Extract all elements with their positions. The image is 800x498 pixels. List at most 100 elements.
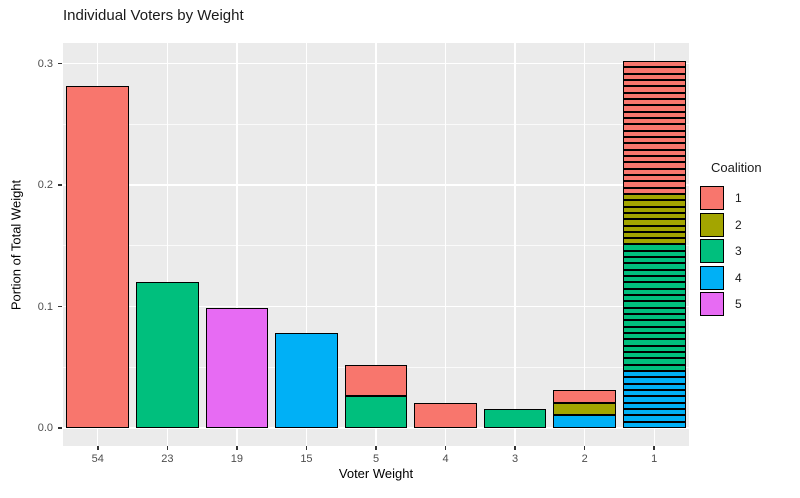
voter-segment-coalition-2 [622, 200, 686, 207]
legend-key-swatch [700, 186, 724, 210]
voter-segment-coalition-1 [622, 79, 686, 87]
bar-15 [275, 333, 338, 428]
y-tick-mark [58, 427, 62, 429]
voter-segment-coalition-4 [622, 371, 686, 378]
legend-entry-label: 5 [735, 297, 742, 311]
voter-segment-coalition-1 [622, 111, 686, 118]
voter-segment-coalition-3 [622, 320, 686, 327]
voter-segment-coalition-3 [622, 282, 686, 289]
chart-title: Individual Voters by Weight [63, 7, 244, 24]
legend-entry-label: 3 [735, 244, 742, 258]
voter-segment-coalition-1 [622, 73, 686, 80]
voter-segment-coalition-1 [622, 187, 686, 194]
x-tick-mark [166, 446, 169, 450]
x-tick-mark [514, 446, 516, 450]
voter-segment-coalition-1 [66, 86, 130, 428]
voter-segment-coalition-3 [622, 263, 686, 270]
x-tick-mark [97, 446, 99, 450]
voter-segment-coalition-3 [622, 339, 686, 346]
voter-segment-coalition-1 [622, 174, 686, 182]
voter-segment-coalition-3 [622, 364, 686, 372]
voter-segment-coalition-1 [622, 98, 686, 106]
voter-segment-coalition-1 [553, 390, 616, 403]
x-tick-label: 5 [372, 453, 380, 465]
legend-key-swatch [700, 265, 724, 290]
voter-segment-coalition-3 [622, 295, 686, 302]
voter-segment-coalition-2 [622, 212, 686, 220]
x-tick-label: 1 [651, 453, 658, 465]
legend-entry-5: 5 [700, 292, 762, 316]
bar-1 [622, 60, 686, 428]
gridline-vertical [305, 43, 308, 446]
voter-segment-coalition-1 [622, 124, 686, 131]
voter-segment-coalition-1 [622, 130, 686, 137]
voter-segment-coalition-4 [275, 333, 338, 428]
voter-segment-coalition-1 [622, 92, 686, 99]
voter-segment-coalition-3 [622, 307, 686, 315]
voter-segment-coalition-1 [622, 143, 686, 150]
x-tick-label: 15 [300, 453, 313, 465]
voter-segment-coalition-2 [622, 206, 686, 213]
voter-segment-coalition-3 [622, 288, 686, 296]
x-axis-title: Voter Weight [338, 466, 414, 481]
voter-segment-coalition-1 [622, 149, 686, 156]
voter-segment-coalition-4 [622, 415, 686, 422]
bar-2 [553, 390, 616, 428]
legend-entry-3: 3 [700, 239, 762, 263]
voter-segment-coalition-1 [622, 105, 686, 112]
voter-segment-coalition-1 [622, 67, 686, 74]
voter-segment-coalition-1 [622, 60, 686, 68]
bar-23 [136, 282, 199, 428]
x-tick-mark [375, 446, 377, 450]
voter-segment-coalition-4 [622, 377, 686, 384]
legend-key-swatch [700, 239, 724, 263]
bar-4 [414, 402, 477, 428]
y-tick-label: 0.3 [37, 57, 53, 70]
voter-segment-coalition-3 [483, 409, 547, 428]
voter-segment-coalition-1 [622, 86, 686, 93]
y-tick-label: 0.1 [37, 300, 53, 313]
gridline-vertical [444, 43, 447, 446]
x-tick-mark [236, 446, 238, 450]
voter-segment-coalition-2 [622, 193, 686, 201]
voter-segment-coalition-3 [136, 282, 199, 428]
legend-entry-label: 2 [735, 217, 742, 232]
x-tick-label: 54 [91, 453, 104, 465]
voter-segment-coalition-1 [622, 168, 686, 175]
voter-segment-coalition-1 [414, 402, 477, 428]
voter-segment-coalition-2 [622, 225, 686, 232]
voter-segment-coalition-3 [622, 352, 686, 359]
legend-key-swatch [700, 212, 724, 237]
voter-segment-coalition-3 [622, 333, 686, 340]
legend-entry-label: 1 [735, 191, 742, 205]
voter-segment-coalition-1 [622, 181, 686, 188]
x-tick-mark [583, 446, 586, 450]
bar-3 [483, 409, 547, 428]
y-tick-mark [58, 184, 62, 186]
voter-segment-coalition-3 [622, 276, 686, 283]
voter-segment-coalition-3 [622, 358, 686, 365]
voter-segment-coalition-1 [344, 364, 408, 397]
voter-segment-coalition-3 [622, 301, 686, 308]
voter-segment-coalition-3 [622, 314, 686, 321]
gridline-vertical [514, 43, 516, 446]
bar-54 [66, 86, 130, 428]
x-tick-mark [653, 446, 655, 450]
gridline-vertical [166, 43, 169, 446]
legend-title: Coalition [711, 160, 762, 175]
voter-segment-coalition-2 [553, 402, 616, 416]
x-tick-mark [305, 446, 308, 450]
voter-segment-coalition-5 [205, 307, 269, 428]
gridline-vertical [375, 43, 377, 446]
voter-segment-coalition-2 [622, 238, 686, 245]
voter-segment-coalition-1 [622, 162, 686, 169]
legend-key-swatch [700, 292, 724, 316]
voter-segment-coalition-3 [344, 396, 408, 428]
y-tick-mark [58, 62, 62, 65]
voter-segment-coalition-4 [622, 402, 686, 410]
voter-segment-coalition-3 [622, 326, 686, 334]
voter-segment-coalition-4 [622, 409, 686, 416]
y-tick-label: 0.0 [37, 422, 53, 434]
y-tick-label: 0.2 [37, 179, 53, 191]
voter-segment-coalition-4 [622, 421, 686, 428]
